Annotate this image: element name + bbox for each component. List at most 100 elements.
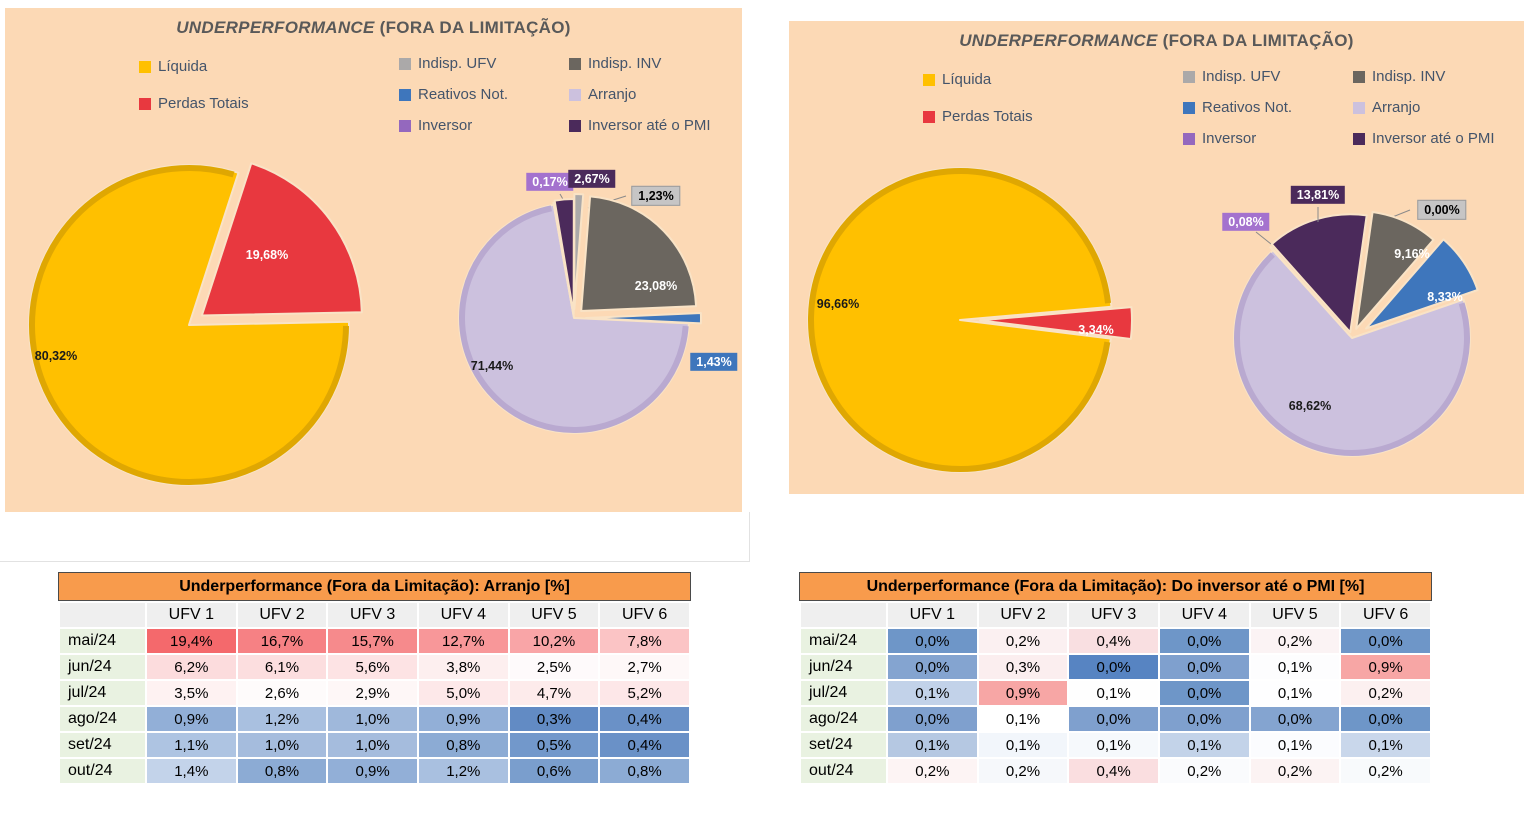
data-cell[interactable]: 0,2%	[1339, 679, 1432, 707]
pie-slice-indisp-inv[interactable]	[580, 195, 698, 313]
column-header-ufv-2[interactable]: UFV 2	[976, 601, 1070, 629]
data-cell[interactable]: 0,5%	[507, 731, 601, 759]
column-header-ufv-5[interactable]: UFV 5	[507, 601, 601, 629]
legend-item-perdas-totais[interactable]: Perdas Totais	[139, 95, 249, 112]
data-cell[interactable]: 0,8%	[416, 731, 510, 759]
data-cell[interactable]: 0,2%	[976, 757, 1070, 785]
row-label-set-24[interactable]: set/24	[58, 731, 147, 759]
data-cell[interactable]: 0,3%	[976, 653, 1070, 681]
legend-item-indisp-ufv[interactable]: Indisp. UFV	[1183, 68, 1353, 85]
pie-slice-inversor[interactable]	[1269, 245, 1351, 337]
data-cell[interactable]: 0,0%	[1067, 653, 1160, 681]
data-cell[interactable]: 3,8%	[416, 653, 510, 681]
column-header-ufv-3[interactable]: UFV 3	[326, 601, 419, 629]
legend-item-inversor-at-o-pmi[interactable]: Inversor até o PMI	[1353, 130, 1495, 147]
data-cell[interactable]: 16,7%	[235, 627, 329, 655]
data-cell[interactable]: 0,9%	[976, 679, 1070, 707]
data-cell[interactable]: 0,2%	[1248, 627, 1342, 655]
legend-item-inversor[interactable]: Inversor	[1183, 130, 1353, 147]
row-label-ago-24[interactable]: ago/24	[58, 705, 147, 733]
corner-cell[interactable]	[58, 601, 147, 629]
data-cell[interactable]: 0,2%	[976, 627, 1070, 655]
data-cell[interactable]: 0,4%	[1067, 757, 1160, 785]
legend-item-inversor[interactable]: Inversor	[399, 117, 569, 134]
column-header-ufv-6[interactable]: UFV 6	[1339, 601, 1432, 629]
data-cell[interactable]: 0,6%	[507, 757, 601, 785]
data-cell[interactable]: 0,1%	[1248, 679, 1342, 707]
row-label-ago-24[interactable]: ago/24	[799, 705, 888, 733]
data-cell[interactable]: 0,1%	[886, 679, 979, 707]
row-label-out-24[interactable]: out/24	[58, 757, 147, 785]
data-cell[interactable]: 19,4%	[145, 627, 238, 655]
data-cell[interactable]: 15,7%	[326, 627, 419, 655]
pie-slice-inversor-at-o-pmi[interactable]	[1270, 213, 1368, 334]
data-cell[interactable]: 0,0%	[886, 627, 979, 655]
legend-item-inversor-at-o-pmi[interactable]: Inversor até o PMI	[569, 117, 711, 134]
data-cell[interactable]: 0,0%	[1157, 627, 1251, 655]
data-cell[interactable]: 2,9%	[326, 679, 419, 707]
column-header-ufv-1[interactable]: UFV 1	[886, 601, 979, 629]
column-header-ufv-1[interactable]: UFV 1	[145, 601, 238, 629]
pie-slice-perdas-totais[interactable]	[979, 306, 1133, 340]
data-cell[interactable]: 0,4%	[598, 705, 691, 733]
legend-item-l-quida[interactable]: Líquida	[139, 58, 249, 75]
pie-slice-inversor-at-o-pmi[interactable]	[553, 198, 575, 316]
data-cell[interactable]: 0,0%	[1157, 705, 1251, 733]
column-header-ufv-4[interactable]: UFV 4	[416, 601, 510, 629]
data-cell[interactable]: 1,0%	[326, 705, 419, 733]
data-cell[interactable]: 0,1%	[1248, 653, 1342, 681]
data-cell[interactable]: 3,5%	[145, 679, 238, 707]
legend-item-arranjo[interactable]: Arranjo	[569, 86, 711, 103]
data-cell[interactable]: 2,6%	[235, 679, 329, 707]
data-cell[interactable]: 4,7%	[507, 679, 601, 707]
legend-item-indisp-ufv[interactable]: Indisp. UFV	[399, 55, 569, 72]
data-cell[interactable]: 0,9%	[416, 705, 510, 733]
data-cell[interactable]: 0,1%	[976, 705, 1070, 733]
table-title[interactable]: Underperformance (Fora da Limitação): Ar…	[58, 572, 691, 601]
data-cell[interactable]: 0,1%	[1157, 731, 1251, 759]
data-cell[interactable]: 0,0%	[1248, 705, 1342, 733]
data-cell[interactable]: 1,1%	[145, 731, 238, 759]
data-cell[interactable]: 0,1%	[1339, 731, 1432, 759]
data-cell[interactable]: 0,0%	[1157, 653, 1251, 681]
legend-item-reativos-not[interactable]: Reativos Not.	[399, 86, 569, 103]
data-cell[interactable]: 0,9%	[326, 757, 419, 785]
pie-slice-indisp-inv[interactable]	[1355, 211, 1435, 330]
data-cell[interactable]: 2,5%	[507, 653, 601, 681]
row-label-jun-24[interactable]: jun/24	[799, 653, 888, 681]
data-cell[interactable]: 0,4%	[1067, 627, 1160, 655]
pie-slice-reativos-not[interactable]	[585, 312, 703, 325]
data-cell[interactable]: 5,6%	[326, 653, 419, 681]
data-cell[interactable]: 0,1%	[1248, 731, 1342, 759]
data-cell[interactable]: 0,2%	[1339, 757, 1432, 785]
data-cell[interactable]: 1,4%	[145, 757, 238, 785]
data-cell[interactable]: 1,0%	[326, 731, 419, 759]
data-cell[interactable]: 0,9%	[145, 705, 238, 733]
data-cell[interactable]: 12,7%	[416, 627, 510, 655]
data-cell[interactable]: 0,1%	[976, 731, 1070, 759]
row-label-set-24[interactable]: set/24	[799, 731, 888, 759]
legend-item-indisp-inv[interactable]: Indisp. INV	[1353, 68, 1495, 85]
data-cell[interactable]: 6,1%	[235, 653, 329, 681]
row-label-jun-24[interactable]: jun/24	[58, 653, 147, 681]
pie-slice-reativos-not[interactable]	[1365, 238, 1479, 330]
data-cell[interactable]: 0,0%	[1339, 705, 1432, 733]
legend-item-l-quida[interactable]: Líquida	[923, 71, 1033, 88]
legend-item-perdas-totais[interactable]: Perdas Totais	[923, 108, 1033, 125]
row-label-mai-24[interactable]: mai/24	[799, 627, 888, 655]
data-cell[interactable]: 0,0%	[886, 705, 979, 733]
data-cell[interactable]: 10,2%	[507, 627, 601, 655]
data-cell[interactable]: 0,2%	[1157, 757, 1251, 785]
legend-item-reativos-not[interactable]: Reativos Not.	[1183, 99, 1353, 116]
data-cell[interactable]: 2,7%	[598, 653, 691, 681]
data-cell[interactable]: 0,1%	[1067, 679, 1160, 707]
data-cell[interactable]: 0,0%	[1157, 679, 1251, 707]
data-cell[interactable]: 0,2%	[1248, 757, 1342, 785]
data-cell[interactable]: 1,2%	[235, 705, 329, 733]
column-header-ufv-4[interactable]: UFV 4	[1157, 601, 1251, 629]
column-header-ufv-5[interactable]: UFV 5	[1248, 601, 1342, 629]
data-cell[interactable]: 0,1%	[886, 731, 979, 759]
pie-slice-perdas-totais[interactable]	[200, 162, 363, 317]
data-cell[interactable]: 0,4%	[598, 731, 691, 759]
data-cell[interactable]: 0,9%	[1339, 653, 1432, 681]
